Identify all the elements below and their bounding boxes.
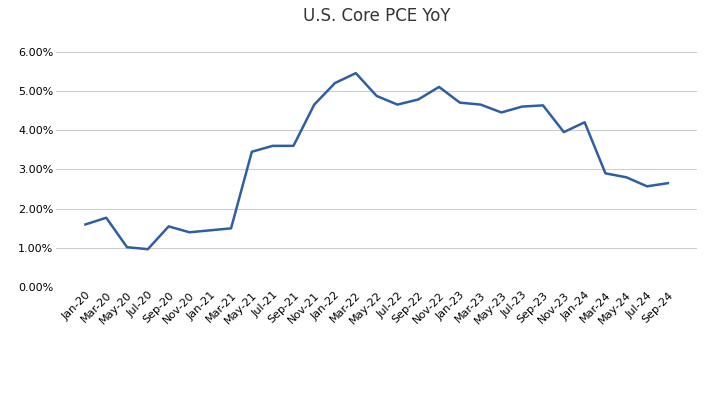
Title: U.S. Core PCE YoY: U.S. Core PCE YoY (303, 7, 451, 25)
